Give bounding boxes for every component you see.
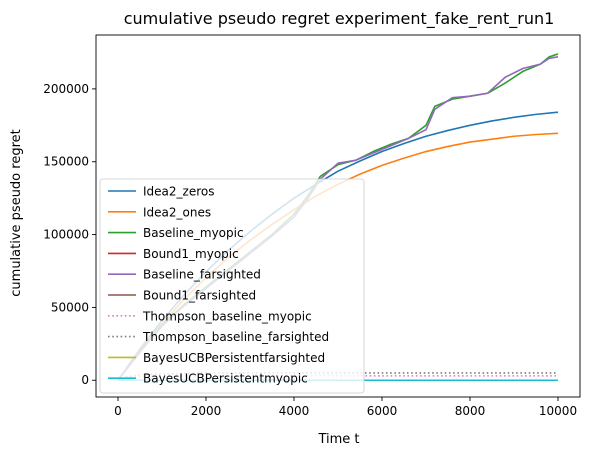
x-tick-label: 0	[114, 404, 122, 418]
chart-title: cumulative pseudo regret experiment_fake…	[124, 9, 555, 29]
legend-label-bayesucbpersistentmyopic: BayesUCBPersistentmyopic	[143, 372, 308, 386]
x-tick-label: 10000	[539, 404, 577, 418]
legend-box	[99, 178, 365, 394]
y-tick-label: 150000	[43, 155, 89, 169]
y-tick-label: 100000	[43, 228, 89, 242]
x-tick-label: 2000	[191, 404, 222, 418]
y-tick-label: 200000	[43, 82, 89, 96]
legend-label-baseline-myopic: Baseline_myopic	[143, 226, 244, 240]
legend-label-bound1-myopic: Bound1_myopic	[143, 247, 239, 261]
axes-layer: 0 2000 4000 6000 8000 10000050000100000150000…	[43, 34, 581, 418]
legend: Idea2_zeros Idea2_ones Baseline_myopic Boun…	[99, 178, 365, 394]
legend-label-thompson-baseline-myopic: Thompson_baseline_myopic	[142, 309, 312, 323]
legend-label-idea2-zeros: Idea2_zeros	[143, 185, 214, 199]
legend-label-bayesucbpersistentfarsighted: BayesUCBPersistentfarsighted	[143, 351, 325, 365]
x-tick-label: 4000	[279, 404, 310, 418]
y-tick-label: 0	[81, 373, 89, 387]
x-tick-label: 8000	[455, 404, 486, 418]
legend-label-idea2-ones: Idea2_ones	[143, 205, 211, 219]
y-axis-label: cumulative pseudo regret	[9, 129, 24, 296]
axes-frame	[95, 34, 581, 398]
x-tick-label: 6000	[367, 404, 398, 418]
x-axis-label: Time t	[317, 432, 359, 447]
y-tick-label: 50000	[51, 300, 89, 314]
legend-label-bound1-farsighted: Bound1_farsighted	[143, 289, 256, 303]
legend-label-thompson-baseline-farsighted: Thompson_baseline_farsighted	[142, 330, 329, 344]
plot-area: 0 2000 4000 6000 8000 10000050000100000150000…	[43, 34, 581, 418]
legend-label-baseline-farsighted: Baseline_farsighted	[143, 268, 261, 282]
